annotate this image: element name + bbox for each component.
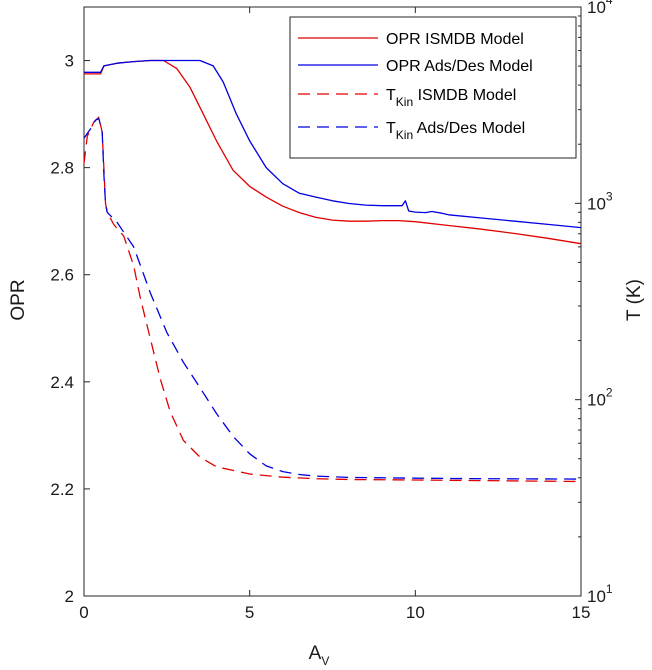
legend-label-3: TKin ISMDB Model [386,87,516,109]
legend-label-4: TKin Ads/Des Model [386,120,525,142]
y-axis-left-label: OPR [8,279,29,320]
y-axis-right: 101 102 103 104 [575,0,613,606]
y-left-tick-label: 2.4 [50,373,74,392]
x-axis: 0 5 10 15 [79,7,590,622]
y-right-tick-label: 101 [587,582,613,606]
legend-label-1: OPR ISMDB Model [386,31,524,48]
y-right-tick-label: 103 [587,189,613,213]
series-line-2 [84,59,582,229]
y-axis-right-label: T (K) [624,279,645,321]
y-left-tick-label: 2.2 [50,480,74,499]
series-line-4 [83,117,582,480]
x-tick-label: 0 [79,603,88,622]
y-right-tick-label: 102 [587,386,613,410]
y-left-tick-label: 2 [65,587,74,606]
y-left-tick-label: 3 [65,52,74,71]
y-left-tick-label: 2.6 [50,266,74,285]
legend-box [289,16,577,159]
x-tick-label: 5 [245,603,254,622]
series-layer [83,59,582,483]
y-axis-left: 2 2.2 2.4 2.6 2.8 3 [50,52,90,606]
y-left-tick-label: 2.8 [50,159,74,178]
x-tick-label: 15 [572,603,591,622]
y-right-tick-label: 104 [587,0,613,17]
legend: OPR ISMDB Model OPR Ads/Des Model TKin ISM… [289,16,577,159]
x-axis-label: AV [309,643,330,668]
legend-label-2: OPR Ads/Des Model [386,58,533,75]
x-tick-label: 10 [406,603,425,622]
